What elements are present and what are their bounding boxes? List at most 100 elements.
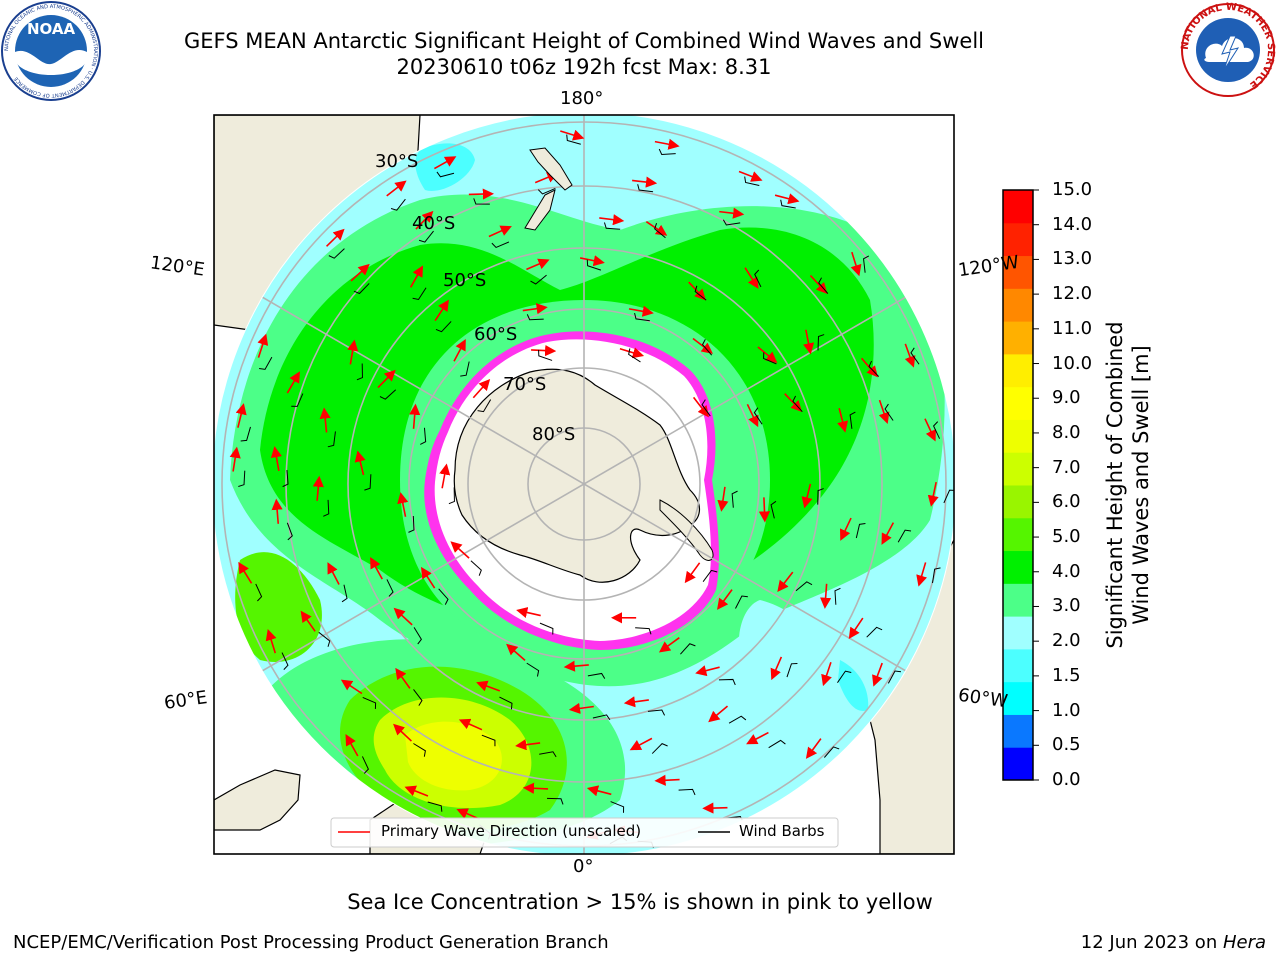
wave-direction-arrow bbox=[692, 396, 709, 418]
wave-direction-arrow bbox=[522, 303, 548, 315]
footer-date: 12 Jun 2023 on Hera bbox=[1081, 932, 1266, 953]
wind-barb bbox=[539, 751, 557, 758]
wave-direction-arrow bbox=[347, 339, 359, 365]
wave-direction-arrow bbox=[286, 371, 300, 394]
legend-wave-label: Primary Wave Direction (unscaled) bbox=[381, 822, 642, 840]
wind-barb bbox=[763, 352, 777, 365]
wind-barb bbox=[786, 663, 798, 678]
wave-direction-arrow bbox=[450, 541, 470, 559]
wind-barb bbox=[436, 171, 455, 178]
wind-barb bbox=[499, 696, 513, 710]
colorbar-tick-label: 12.0 bbox=[1052, 283, 1093, 305]
wind-barb bbox=[418, 230, 434, 243]
wind-barb bbox=[647, 709, 666, 716]
colorbar-segment bbox=[1003, 681, 1033, 715]
wind-barb bbox=[735, 595, 748, 609]
colorbar-tick-label: 7.0 bbox=[1052, 456, 1081, 478]
wave-direction-arrow bbox=[325, 228, 345, 247]
wind-barb bbox=[413, 689, 423, 706]
colorbar-tick-label: 2.0 bbox=[1052, 630, 1081, 652]
wind-barb bbox=[477, 399, 492, 413]
wind-barb bbox=[473, 198, 490, 205]
wave-direction-arrow bbox=[746, 403, 759, 428]
wave-direction-arrow bbox=[839, 517, 852, 541]
wave-direction-arrow bbox=[623, 696, 649, 708]
wave-direction-arrow bbox=[468, 188, 495, 200]
colorbar-segment bbox=[1003, 321, 1033, 355]
colorbar-segment bbox=[1003, 255, 1033, 289]
wind-barb bbox=[694, 285, 707, 301]
wave-direction-arrow bbox=[809, 274, 828, 295]
wind-barb bbox=[538, 349, 553, 361]
wind-barb bbox=[240, 426, 251, 442]
wind-barb bbox=[834, 587, 841, 605]
wave-direction-arrow bbox=[516, 607, 541, 618]
wave-direction-arrow bbox=[579, 255, 605, 267]
wind-barb bbox=[328, 248, 345, 259]
colorbar-tick-label: 13.0 bbox=[1052, 248, 1093, 270]
wind-barb bbox=[470, 560, 482, 576]
wave-direction-arrow bbox=[688, 281, 706, 301]
wave-direction-arrow bbox=[805, 738, 822, 759]
wind-barb bbox=[823, 746, 840, 758]
wave-field-southwest bbox=[235, 552, 322, 662]
wave-direction-arrow bbox=[658, 637, 680, 653]
colorbar-tick-label: 1.0 bbox=[1052, 699, 1081, 721]
wind-barb bbox=[259, 356, 273, 370]
wave-direction-arrow bbox=[386, 180, 407, 197]
wind-barb bbox=[897, 529, 912, 543]
wind-barb bbox=[637, 184, 654, 193]
map-legend bbox=[330, 817, 839, 848]
wind-barb bbox=[744, 176, 760, 186]
colorbar-tick-label: 1.5 bbox=[1052, 664, 1081, 686]
wind-barb bbox=[731, 490, 738, 508]
lat-label-30s: 30°S bbox=[375, 151, 419, 172]
wave-direction-arrow bbox=[522, 782, 549, 794]
wind-barb bbox=[718, 678, 736, 686]
noaa-logo: NOAA NATIONAL OCEANIC AND ATMOSPHERIC AD… bbox=[1, 1, 101, 101]
colorbar-title-line2: Wind Waves and Swell [m] bbox=[1129, 345, 1153, 625]
colorbar-tick-label: 5.0 bbox=[1052, 526, 1081, 548]
wind-barb bbox=[768, 739, 786, 749]
wind-barb bbox=[530, 274, 547, 285]
wave-direction-arrow bbox=[738, 170, 763, 182]
colorbar-tick-label: 4.0 bbox=[1052, 560, 1081, 582]
noaa-logo-text: NOAA bbox=[27, 20, 76, 38]
wind-barb bbox=[818, 277, 829, 294]
wind-barb bbox=[460, 361, 470, 377]
wind-barb bbox=[547, 797, 564, 805]
lat-label-40s: 40°S bbox=[412, 213, 456, 234]
colorbar-tick-label: 8.0 bbox=[1052, 421, 1081, 443]
colorbar-segment bbox=[1003, 583, 1033, 617]
wave-direction-arrow bbox=[409, 265, 424, 288]
colorbar-title-line1: Significant Height of Combined bbox=[1103, 321, 1127, 649]
wave-direction-arrow bbox=[271, 498, 283, 524]
wind-barb bbox=[390, 198, 406, 211]
wave-direction-arrow bbox=[702, 802, 728, 814]
wave-direction-arrow bbox=[563, 660, 589, 672]
wave-direction-arrow bbox=[599, 214, 625, 226]
wave-direction-arrow bbox=[872, 662, 883, 687]
wind-barb bbox=[603, 222, 621, 230]
wave-direction-arrow bbox=[420, 566, 436, 589]
wave-direction-arrow bbox=[434, 156, 457, 170]
wave-direction-arrow bbox=[837, 407, 849, 433]
wave-direction-arrow bbox=[345, 734, 359, 757]
wave-direction-arrow bbox=[784, 393, 803, 412]
wind-barb bbox=[587, 672, 606, 679]
wave-direction-arrow bbox=[744, 267, 759, 289]
wind-barb bbox=[887, 670, 902, 684]
wind-barb bbox=[702, 569, 718, 583]
wind-barb bbox=[678, 788, 696, 796]
wave-direction-arrow bbox=[229, 446, 241, 472]
wind-barb bbox=[634, 312, 650, 322]
wind-barb bbox=[868, 360, 880, 377]
new-zealand-south bbox=[524, 189, 556, 231]
wind-barb bbox=[586, 259, 602, 271]
wind-barb bbox=[379, 389, 397, 400]
sea-ice-note: Sea Ice Concentration > 15% is shown in … bbox=[347, 890, 933, 914]
wave-direction-arrow bbox=[409, 403, 421, 429]
wind-barb bbox=[566, 134, 581, 145]
colorbar-tick-label: 11.0 bbox=[1052, 317, 1093, 339]
